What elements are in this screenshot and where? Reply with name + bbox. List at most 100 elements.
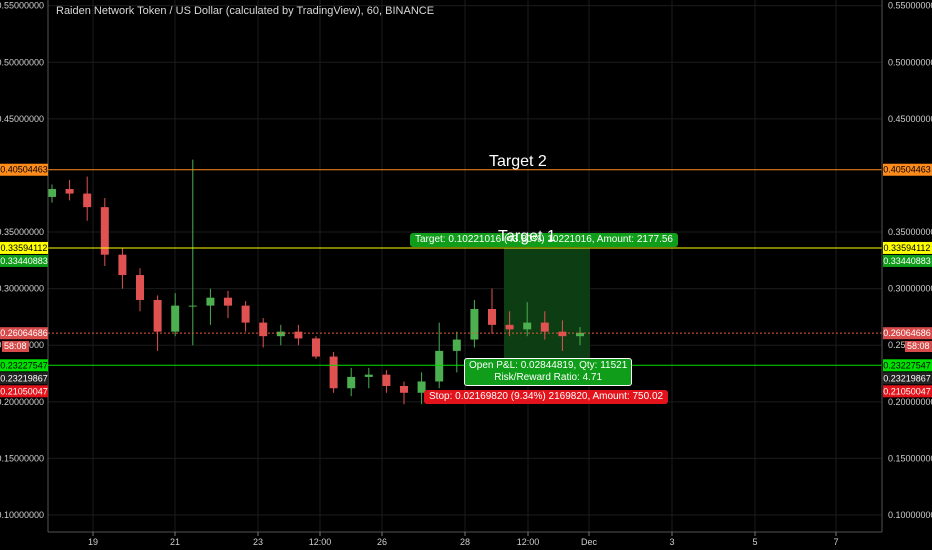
x-tick-label: 12:00 bbox=[309, 537, 332, 547]
candle bbox=[259, 318, 268, 348]
x-tick-label: 26 bbox=[377, 537, 387, 547]
price-badge: 0.23219867 bbox=[0, 372, 48, 385]
price-badge-label: 0.33594112 bbox=[1, 243, 48, 253]
timer-right: 58:08 bbox=[905, 341, 932, 352]
candles bbox=[48, 159, 584, 405]
candle bbox=[83, 176, 92, 221]
price-badge: 0.26064686 bbox=[883, 327, 932, 340]
y-tick-label: 0.45000000 bbox=[0, 114, 44, 124]
candle bbox=[294, 324, 303, 346]
candle bbox=[100, 198, 109, 266]
y-tick-label: 0.20000000 bbox=[888, 397, 932, 407]
y-tick-label: 0.55000000 bbox=[0, 1, 44, 11]
y-tick-label: 0.50000000 bbox=[888, 57, 932, 67]
pnl-line1: Open P&L: 0.02844819, Qty: 11521 bbox=[469, 360, 628, 371]
y-tick-label: 0.30000000 bbox=[0, 284, 44, 294]
price-badge-label: 0.23227547 bbox=[883, 360, 931, 370]
y-tick-label: 0.15000000 bbox=[0, 453, 44, 463]
price-badge-label: 0.26064686 bbox=[883, 328, 931, 338]
candle bbox=[329, 352, 338, 393]
price-badge-label: 0.33594112 bbox=[884, 243, 931, 253]
candle bbox=[400, 381, 408, 405]
x-tick-label: 28 bbox=[460, 537, 470, 547]
candle bbox=[241, 301, 250, 332]
price-badge-label: 0.33440883 bbox=[883, 256, 931, 266]
candle bbox=[224, 290, 232, 319]
candle bbox=[118, 247, 127, 289]
price-badge: 0.33594112 bbox=[0, 241, 48, 254]
candle bbox=[488, 288, 496, 334]
candle bbox=[382, 370, 391, 393]
price-badge-label: 0.40504463 bbox=[0, 165, 48, 175]
timer-left: 58:08 bbox=[2, 341, 29, 352]
x-tick-label: 21 bbox=[170, 537, 180, 547]
y-tick-label: 0.45000000 bbox=[888, 114, 932, 124]
candle bbox=[206, 288, 215, 325]
chart-title: Raiden Network Token / US Dollar (calcul… bbox=[56, 5, 435, 17]
candle bbox=[523, 302, 532, 337]
candle bbox=[558, 320, 567, 351]
x-tick-label: 12:00 bbox=[517, 537, 540, 547]
price-badge: 0.40504463 bbox=[0, 163, 48, 176]
price-badge: 0.21050047 bbox=[0, 385, 48, 398]
price-badge-label: 0.21050047 bbox=[883, 386, 931, 396]
y-tick-label: 0.15000000 bbox=[888, 453, 932, 463]
price-badges-left: 0.40504463 0.33594112 0.33440883 0.26064686… bbox=[0, 163, 48, 398]
y-tick-label: 0.35000000 bbox=[0, 227, 44, 237]
price-badge: 0.26064686 bbox=[0, 327, 48, 340]
price-badge: 0.23219867 bbox=[883, 372, 932, 385]
price-badge-label: 0.33440883 bbox=[0, 256, 48, 266]
stop-box[interactable]: Stop: 0.02169820 (9.34%) 2169820, Amount… bbox=[424, 390, 669, 404]
price-badge: 0.33440883 bbox=[0, 254, 48, 267]
candle bbox=[276, 324, 285, 346]
price-badge: 0.23227547 bbox=[0, 359, 48, 372]
x-tick-label: 7 bbox=[833, 537, 838, 547]
y-tick-label: 0.35000000 bbox=[888, 227, 932, 237]
candle bbox=[188, 159, 197, 346]
candle bbox=[435, 322, 444, 389]
x-tick-label: 19 bbox=[88, 537, 98, 547]
candle bbox=[505, 311, 514, 337]
pnl-line2: Risk/Reward Ratio: 4.71 bbox=[494, 372, 603, 383]
target-box[interactable]: Target: 0.10221016 (43.80%) 10221016, Am… bbox=[410, 233, 678, 247]
candle bbox=[153, 295, 162, 351]
y-tick-label: 0.10000000 bbox=[0, 510, 44, 520]
candle bbox=[65, 179, 74, 201]
price-badge: 0.33440883 bbox=[883, 254, 932, 267]
price-badges-right: 0.40504463 0.33594112 0.33440883 0.26064686… bbox=[883, 163, 932, 398]
candle bbox=[470, 299, 479, 348]
price-badge-label: 0.21050047 bbox=[0, 386, 48, 396]
candle bbox=[347, 367, 356, 397]
price-badge-label: 0.23219867 bbox=[0, 373, 48, 383]
y-tick-label: 0.50000000 bbox=[0, 57, 44, 67]
candle bbox=[417, 372, 426, 405]
target1-label: Target 1 bbox=[498, 228, 556, 245]
y-tick-label: 0.20000000 bbox=[0, 397, 44, 407]
candle bbox=[364, 367, 373, 389]
price-badge: 0.40504463 bbox=[883, 163, 932, 176]
y-tick-label: 0.10000000 bbox=[888, 510, 932, 520]
x-tick-label: 23 bbox=[253, 537, 263, 547]
x-tick-label: 5 bbox=[752, 537, 757, 547]
target2-label: Target 2 bbox=[489, 153, 547, 170]
grid bbox=[48, 0, 882, 532]
candle bbox=[312, 336, 320, 359]
y-tick-label: 0.55000000 bbox=[888, 1, 932, 11]
profit-zone bbox=[504, 247, 590, 366]
candle bbox=[48, 184, 56, 203]
price-badge: 0.21050047 bbox=[883, 385, 932, 398]
candle bbox=[136, 268, 144, 312]
candle bbox=[540, 311, 549, 340]
pnl-box[interactable]: Open P&L: 0.02844819, Qty: 11521 Risk/Re… bbox=[464, 358, 633, 386]
price-badge-label: 0.40504463 bbox=[883, 165, 931, 175]
x-tick-label: Dec bbox=[581, 537, 598, 547]
candle bbox=[171, 293, 180, 337]
y-tick-label: 0.30000000 bbox=[888, 284, 932, 294]
price-badge-label: 0.23227547 bbox=[0, 360, 48, 370]
price-badge-label: 0.23219867 bbox=[883, 373, 931, 383]
price-badge-label: 0.26064686 bbox=[0, 328, 48, 338]
price-badge: 0.33594112 bbox=[883, 241, 932, 254]
candle bbox=[576, 327, 584, 346]
x-tick-label: 3 bbox=[669, 537, 674, 547]
